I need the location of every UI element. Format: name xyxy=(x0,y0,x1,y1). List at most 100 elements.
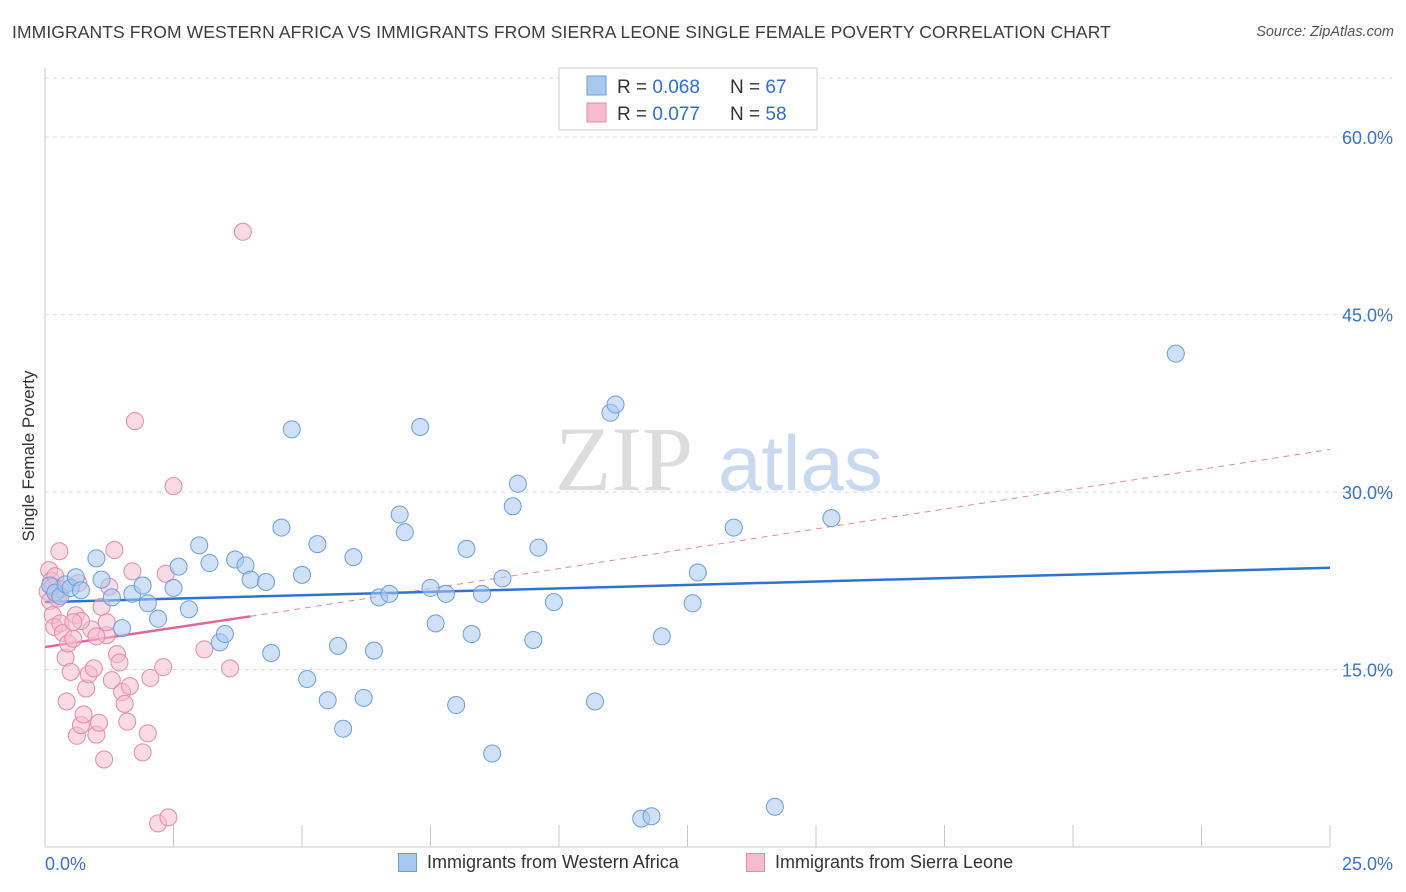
data-point-western-africa xyxy=(138,594,157,613)
data-point-sierra-leone xyxy=(138,724,157,743)
bottom-legend-label-pink: Immigrants from Sierra Leone xyxy=(775,852,1014,872)
data-point-sierra-leone xyxy=(87,627,106,646)
data-point-western-africa xyxy=(642,807,661,826)
data-point-sierra-leone xyxy=(95,750,114,769)
data-point-western-africa xyxy=(483,744,502,763)
legend-r-value-pink: 0.077 xyxy=(652,104,700,125)
data-point-western-africa xyxy=(318,691,337,710)
data-point-western-africa xyxy=(436,584,455,603)
tick-labels: 15.0% 30.0% 45.0% 60.0% 0.0% 25.0% xyxy=(45,128,1393,874)
data-point-sierra-leone xyxy=(74,705,93,724)
data-point-western-africa xyxy=(328,636,347,655)
data-point-sierra-leone xyxy=(97,613,116,632)
data-point-sierra-leone xyxy=(125,412,144,431)
data-point-western-africa xyxy=(298,670,317,689)
bottom-legend-swatch-blue xyxy=(398,853,417,872)
data-point-western-africa xyxy=(364,641,383,660)
data-point-sierra-leone xyxy=(164,477,183,496)
watermark-zip: ZIP xyxy=(555,408,693,510)
data-point-western-africa xyxy=(1166,344,1185,363)
data-point-western-africa xyxy=(380,584,399,603)
legend-box: R = 0.068 N = 67 R = 0.077 N = 58 xyxy=(558,67,818,131)
data-point-western-africa xyxy=(508,474,527,493)
data-point-western-africa xyxy=(462,625,481,644)
data-points xyxy=(38,222,1185,833)
legend-n-label-blue: N = xyxy=(730,77,765,98)
axes xyxy=(44,68,1331,848)
data-point-western-africa xyxy=(102,588,121,607)
legend-r-value-blue: 0.068 xyxy=(652,77,700,98)
data-point-western-africa xyxy=(272,518,291,537)
data-point-sierra-leone xyxy=(57,692,76,711)
x-tick-label: 0.0% xyxy=(45,854,86,874)
data-point-western-africa xyxy=(822,509,841,528)
trend-line-western-africa xyxy=(44,566,1331,604)
data-point-western-africa xyxy=(334,719,353,738)
svg-text:R = 0.077: R = 0.077 xyxy=(617,104,700,125)
data-point-western-africa xyxy=(241,570,260,589)
data-point-western-africa xyxy=(215,625,234,644)
data-point-western-africa xyxy=(426,614,445,633)
y-tick-label: 60.0% xyxy=(1342,128,1393,148)
data-point-western-africa xyxy=(688,563,707,582)
data-point-western-africa xyxy=(293,565,311,584)
data-point-western-africa xyxy=(765,797,784,816)
x-tick-label: 25.0% xyxy=(1342,854,1393,874)
watermark: ZIP atlas xyxy=(555,408,883,510)
legend-n-label-pink: N = xyxy=(730,104,765,125)
data-point-sierra-leone xyxy=(118,712,137,731)
data-point-western-africa xyxy=(164,578,183,597)
data-point-western-africa xyxy=(457,539,476,558)
bottom-legend: Immigrants from Western Africa Immigrant… xyxy=(0,852,1406,878)
legend-r-label-blue: R = xyxy=(617,77,652,98)
data-point-sierra-leone xyxy=(120,677,139,696)
data-point-sierra-leone xyxy=(50,542,69,561)
data-point-sierra-leone xyxy=(102,671,121,690)
source-label: Source: ZipAtlas.com xyxy=(1256,24,1394,40)
bottom-legend-label-blue: Immigrants from Western Africa xyxy=(427,852,679,872)
svg-text:R = 0.068: R = 0.068 xyxy=(617,77,700,98)
data-point-sierra-leone xyxy=(84,659,103,678)
data-point-western-africa xyxy=(190,536,209,555)
data-point-sierra-leone xyxy=(195,640,214,659)
data-point-sierra-leone xyxy=(233,222,252,241)
data-point-western-africa xyxy=(87,549,106,568)
data-point-western-africa xyxy=(411,418,430,437)
data-point-sierra-leone xyxy=(61,662,80,681)
data-point-sierra-leone xyxy=(133,743,152,762)
bottom-legend-item-pink: Immigrants from Sierra Leone xyxy=(746,852,1013,873)
data-point-western-africa xyxy=(544,593,563,612)
legend-r-label-pink: R = xyxy=(617,104,652,125)
data-point-western-africa xyxy=(71,581,90,600)
data-point-sierra-leone xyxy=(141,668,160,687)
bottom-legend-swatch-pink xyxy=(746,853,765,872)
data-point-western-africa xyxy=(354,688,373,707)
bottom-legend-item-blue: Immigrants from Western Africa xyxy=(398,852,679,873)
data-point-sierra-leone xyxy=(115,694,134,713)
data-point-western-africa xyxy=(447,696,466,715)
data-point-sierra-leone xyxy=(64,629,83,648)
data-point-western-africa xyxy=(606,395,625,414)
legend-swatch-blue xyxy=(586,75,607,96)
data-point-western-africa xyxy=(503,497,522,516)
data-point-western-africa xyxy=(652,627,671,646)
data-point-western-africa xyxy=(421,578,440,597)
legend-n-value-pink: 58 xyxy=(765,104,786,125)
data-point-western-africa xyxy=(493,569,512,588)
data-point-sierra-leone xyxy=(105,541,124,560)
chart-title: IMMIGRANTS FROM WESTERN AFRICA VS IMMIGR… xyxy=(12,22,1111,42)
data-point-western-africa xyxy=(344,548,363,567)
data-point-sierra-leone xyxy=(89,713,108,732)
data-point-western-africa xyxy=(585,692,604,711)
data-point-western-africa xyxy=(524,630,543,649)
data-point-sierra-leone xyxy=(110,653,129,672)
data-point-western-africa xyxy=(179,600,198,619)
svg-text:N = 58: N = 58 xyxy=(730,104,787,125)
data-point-western-africa xyxy=(282,420,301,439)
legend-n-value-blue: 67 xyxy=(765,77,786,98)
data-point-western-africa xyxy=(257,572,276,591)
y-tick-label: 15.0% xyxy=(1342,661,1393,681)
y-tick-label: 45.0% xyxy=(1342,306,1393,326)
data-point-western-africa xyxy=(262,643,281,662)
